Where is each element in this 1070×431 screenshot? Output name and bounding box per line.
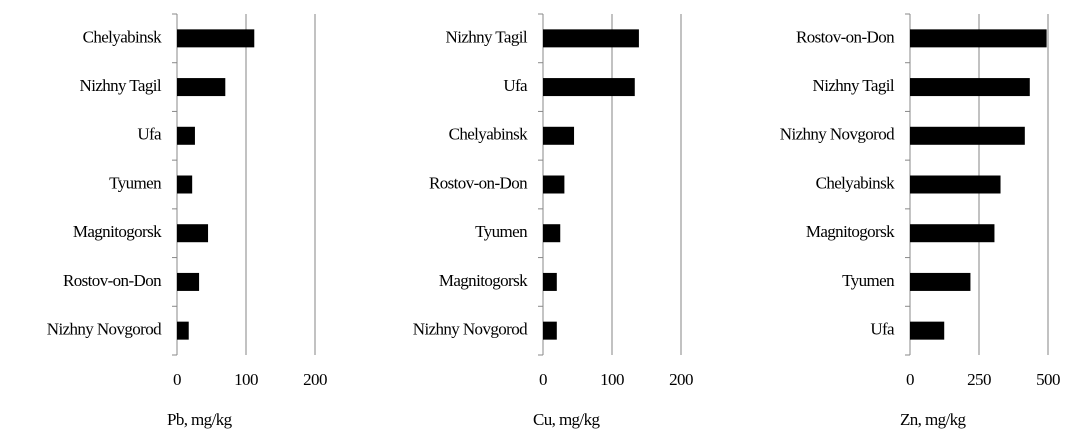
bar <box>543 175 565 194</box>
bar <box>910 272 971 291</box>
y-tick-label: Nizhny Novgorod <box>413 320 528 339</box>
y-tick-label: Rostov-on-Don <box>796 27 895 46</box>
x-axis-label: Zn, mg/kg <box>900 410 967 429</box>
x-tick-label: 0 <box>539 370 547 389</box>
bar <box>177 78 226 97</box>
bar <box>910 29 1047 48</box>
y-tick-label: Magnitogorsk <box>73 222 162 241</box>
y-tick-label: Magnitogorsk <box>439 271 528 290</box>
bar <box>910 126 1025 145</box>
y-tick-label: Chelyabinsk <box>449 125 528 144</box>
y-tick-label: Magnitogorsk <box>806 222 895 241</box>
bar <box>910 224 995 243</box>
bar <box>543 321 557 340</box>
y-tick-label: Ufa <box>137 125 162 144</box>
bar <box>177 175 193 194</box>
y-tick-label: Nizhny Novgorod <box>780 125 895 144</box>
y-tick-label: Nizhny Tagil <box>813 76 895 95</box>
x-tick-label: 500 <box>1036 370 1060 389</box>
bar <box>177 126 195 145</box>
y-tick-label: Chelyabinsk <box>816 173 895 192</box>
bar <box>177 29 255 48</box>
y-tick-label: Rostov-on-Don <box>429 173 528 192</box>
bar <box>543 126 575 145</box>
x-tick-label: 0 <box>906 370 914 389</box>
bar <box>543 224 561 243</box>
bar <box>910 78 1030 97</box>
bar <box>910 321 945 340</box>
bar <box>543 78 635 97</box>
x-tick-label: 200 <box>669 370 693 389</box>
x-axis-label: Pb, mg/kg <box>167 410 233 429</box>
x-tick-label: 0 <box>173 370 181 389</box>
x-tick-label: 100 <box>600 370 624 389</box>
y-tick-label: Tyumen <box>109 173 162 192</box>
y-tick-label: Nizhny Tagil <box>80 76 162 95</box>
bar <box>177 224 209 243</box>
y-tick-label: Rostov-on-Don <box>63 271 162 290</box>
x-tick-label: 100 <box>234 370 258 389</box>
y-tick-label: Tyumen <box>842 271 895 290</box>
y-tick-label: Chelyabinsk <box>83 27 162 46</box>
y-tick-label: Tyumen <box>475 222 528 241</box>
y-tick-label: Nizhny Tagil <box>446 27 528 46</box>
bar <box>910 175 1001 194</box>
x-axis-label: Cu, mg/kg <box>533 410 600 429</box>
y-tick-label: Ufa <box>870 320 895 339</box>
y-tick-label: Ufa <box>503 76 528 95</box>
bar <box>177 272 200 291</box>
bar <box>543 272 557 291</box>
x-tick-label: 250 <box>967 370 991 389</box>
bar <box>543 29 639 48</box>
x-tick-label: 200 <box>303 370 327 389</box>
y-tick-label: Nizhny Novgorod <box>47 320 162 339</box>
bar <box>177 321 189 340</box>
